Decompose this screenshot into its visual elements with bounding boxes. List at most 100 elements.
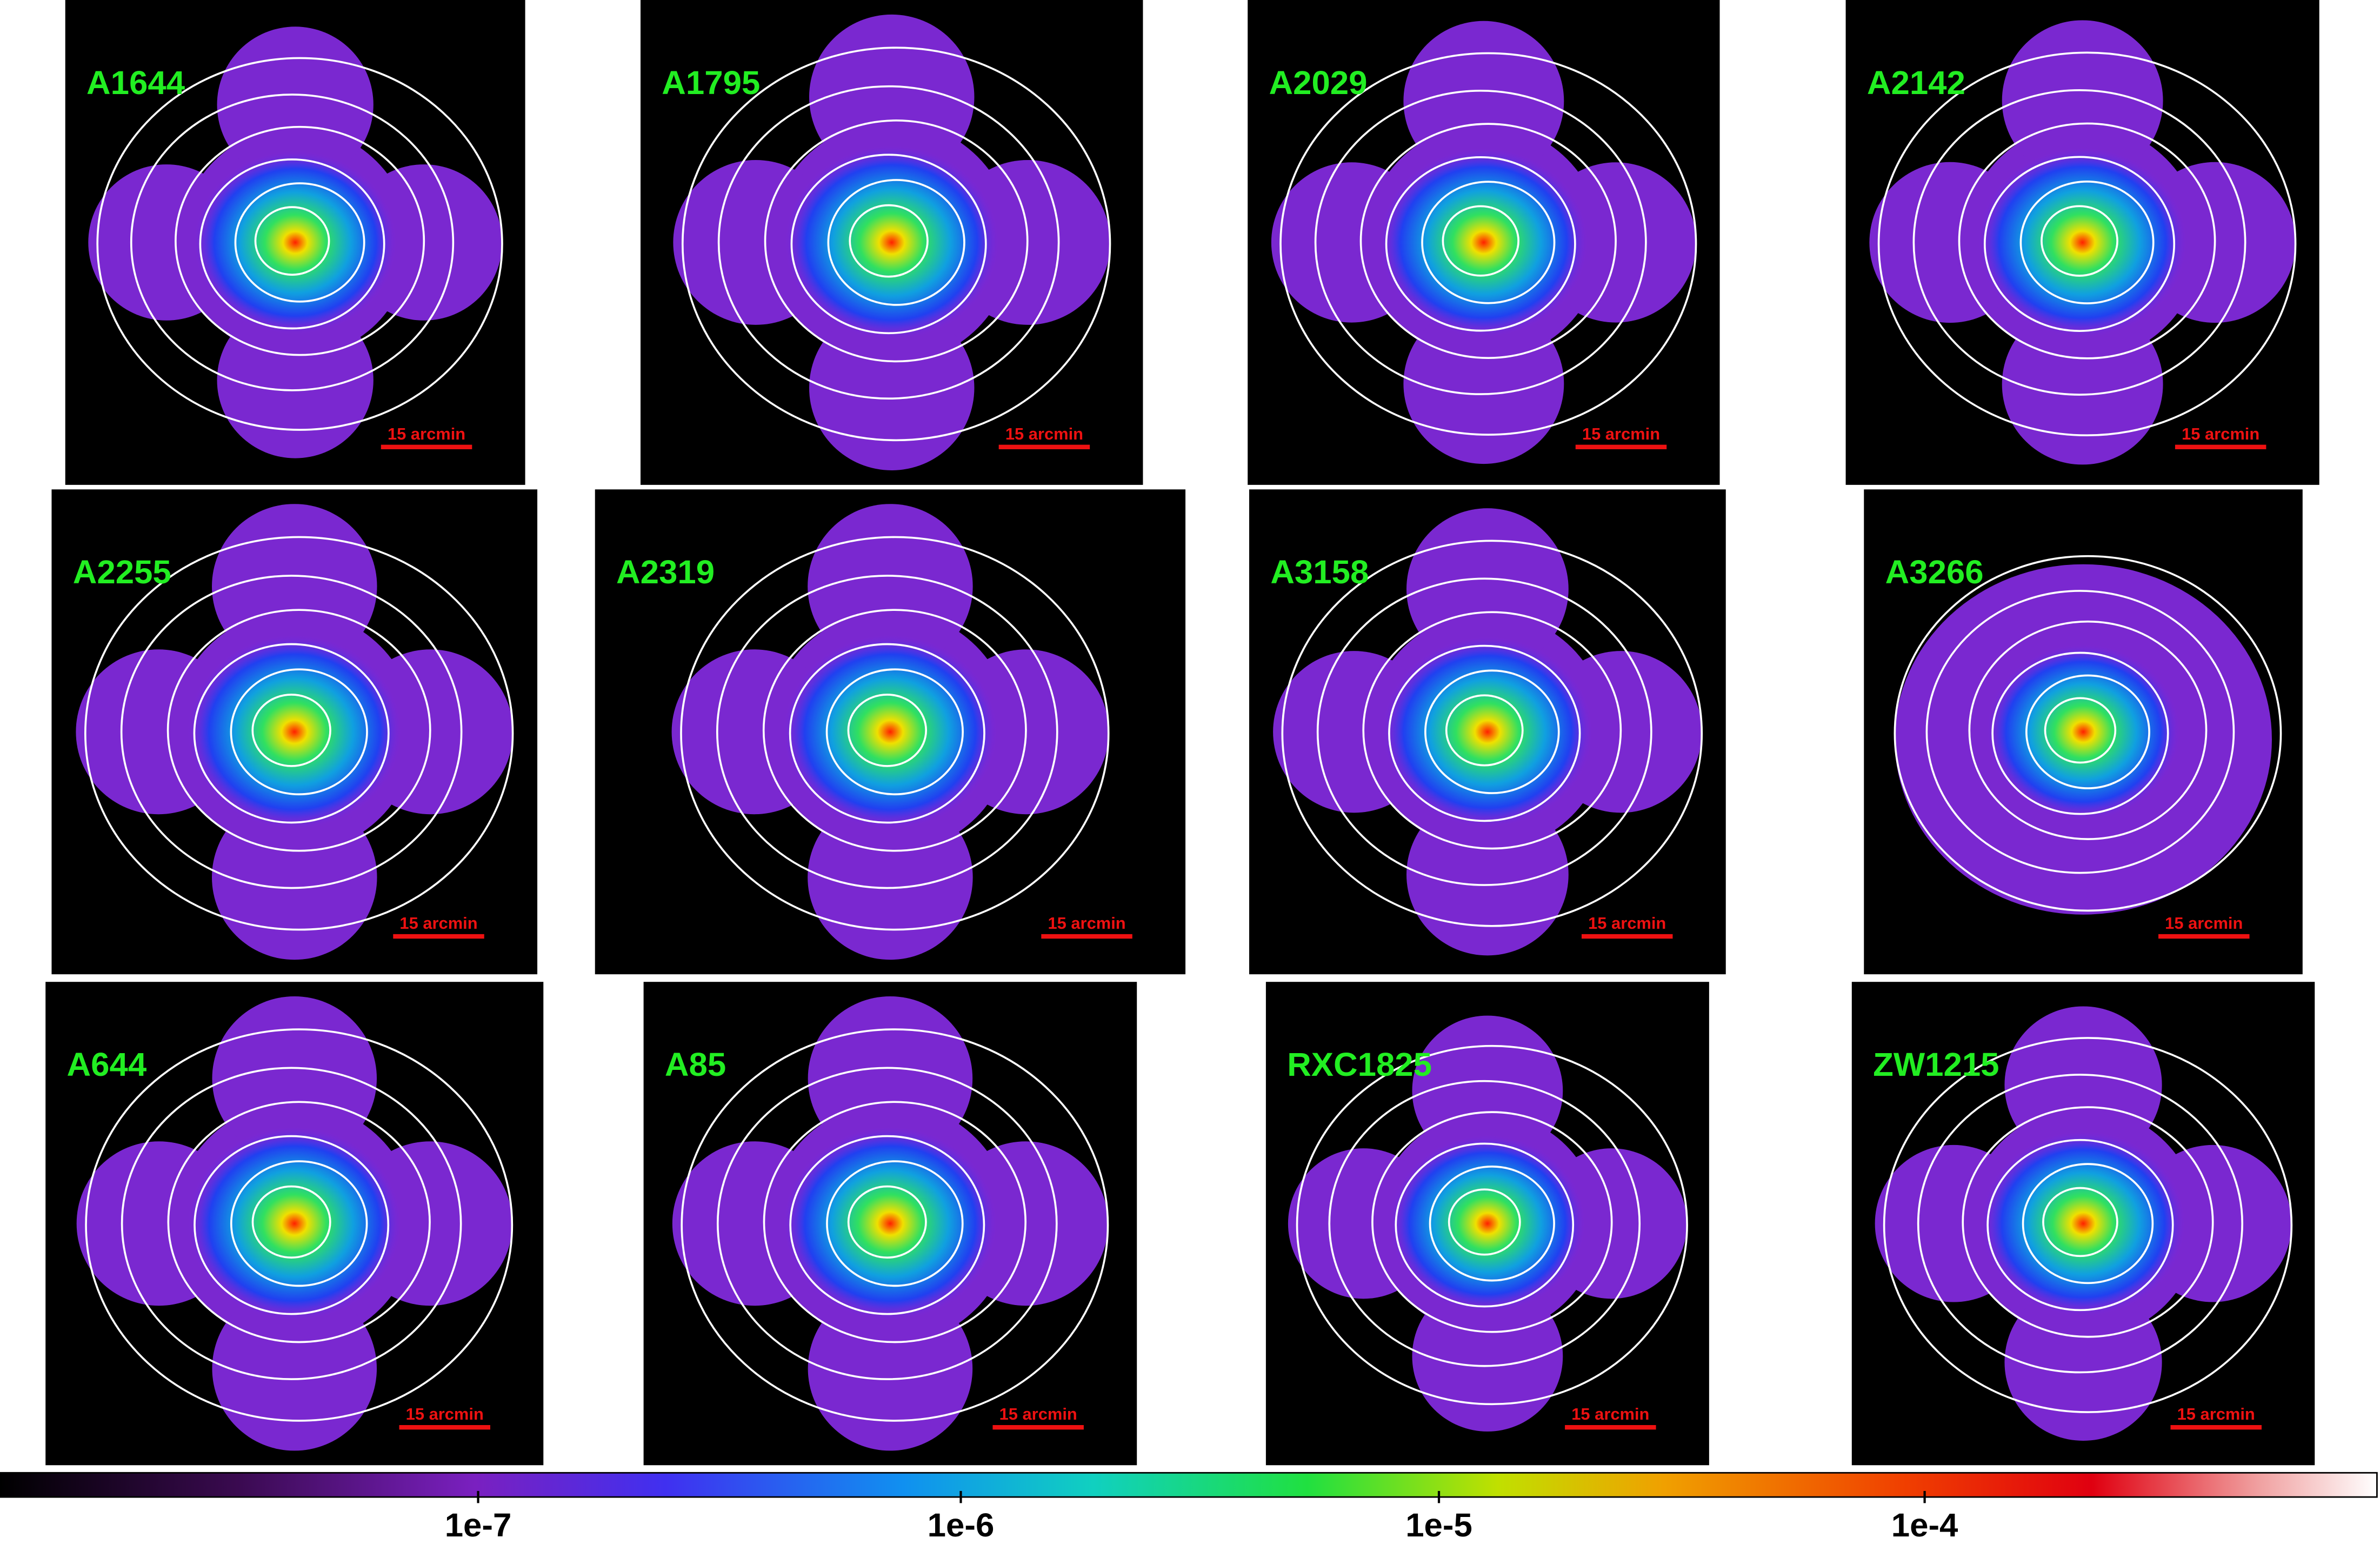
contour [1883,1037,2293,1413]
contour [1296,1044,1688,1406]
contour [1448,1188,1521,1256]
panel: ZW1215 15 arcmin [1851,982,2315,1466]
contour [789,1135,985,1315]
scale-label: 15 arcmin [1048,914,1125,933]
panel: A3266 15 arcmin [1864,489,2303,975]
contour [764,119,1029,363]
contour [1328,1080,1641,1367]
contour [1371,1111,1613,1333]
cluster-core [1981,1131,2185,1316]
cluster-name: A2142 [1867,64,1965,102]
contour [2041,205,2118,277]
scale-label: 15 arcmin [406,1405,484,1423]
contour [716,575,1058,889]
cluster-name: A85 [665,1046,726,1083]
contour [1925,590,2235,874]
contour [717,85,1060,400]
colorbar-tick-label: 1e-7 [445,1507,512,1544]
contour [84,536,514,931]
contour [826,1160,964,1287]
mosaic-region [212,996,377,1161]
mosaic-region [1403,303,1564,464]
contour [2022,1163,2154,1285]
mosaic-region [2004,1283,2162,1441]
contour [849,204,929,278]
scale-label: 15 arcmin [1588,914,1666,933]
mosaic-region [2002,20,2163,181]
contour [789,643,985,824]
contour [1279,52,1697,436]
contour [194,1135,390,1315]
panel: A2255 15 arcmin [51,489,538,975]
cluster-core [783,1127,997,1321]
mosaic-region [1412,1281,1563,1432]
contour [1359,123,1617,359]
mosaic-region [1406,794,1569,956]
mosaic-region [1406,508,1569,670]
cluster-core [194,150,397,335]
contour [175,125,425,356]
panel: A1795 15 arcmin [640,0,1143,485]
contour [167,1101,431,1343]
cluster-core [1382,636,1592,827]
cluster-name: A2319 [616,554,715,591]
contour [1958,122,2216,360]
cluster-name: ZW1215 [1873,1046,1999,1083]
contour [130,94,455,391]
mosaic-region [217,26,374,183]
cluster-core [188,1127,401,1321]
mosaic-region [2002,304,2163,465]
contour [1968,620,2208,840]
contour [254,206,330,276]
cluster-core [188,635,402,829]
contour [2019,180,2155,304]
contour [1314,89,1647,395]
contour [85,1028,514,1422]
panel: RXC1825 15 arcmin [1265,982,1709,1466]
contour [825,668,964,796]
mosaic-region [809,305,975,470]
contour [1362,611,1622,850]
contour [2044,697,2117,764]
scale-label: 15 arcmin [999,1405,1077,1423]
scale-label: 15 arcmin [1582,424,1660,443]
mosaic-region [808,1286,973,1451]
contour [1385,156,1576,332]
contour [1281,540,1703,927]
contour [716,1067,1058,1380]
panel: A644 15 arcmin [45,982,544,1466]
cluster-name: A1795 [662,64,760,102]
cluster-name: RXC1825 [1287,1046,1432,1083]
panel: A1644 15 arcmin [65,0,525,485]
panel: A2319 15 arcmin [595,489,1186,975]
mosaic-region [808,504,973,669]
contour [230,668,368,796]
mosaic-region [212,1286,377,1451]
contour [2042,1187,2118,1257]
contour [121,1067,462,1380]
contour [251,694,331,767]
contour [1877,51,2297,437]
cluster-core [1390,1135,1585,1312]
cluster-name: A3158 [1270,554,1369,591]
cluster-name: A2255 [73,554,171,591]
mosaic-region [217,302,374,458]
contour [763,1101,1027,1343]
contour [1917,1074,2243,1374]
mosaic-region [808,996,973,1161]
contour [762,609,1027,852]
contour [681,1028,1109,1422]
mosaic-region [2004,1006,2162,1164]
mosaic-region [808,795,973,960]
contour [1424,669,1560,794]
contour [120,575,463,889]
scale-label: 15 arcmin [2182,424,2259,443]
mosaic-region [809,14,975,179]
contour [847,694,928,767]
contour [790,154,987,335]
contour [680,536,1110,931]
scale-label: 15 arcmin [399,914,477,933]
panel: A2142 15 arcmin [1845,0,2319,485]
